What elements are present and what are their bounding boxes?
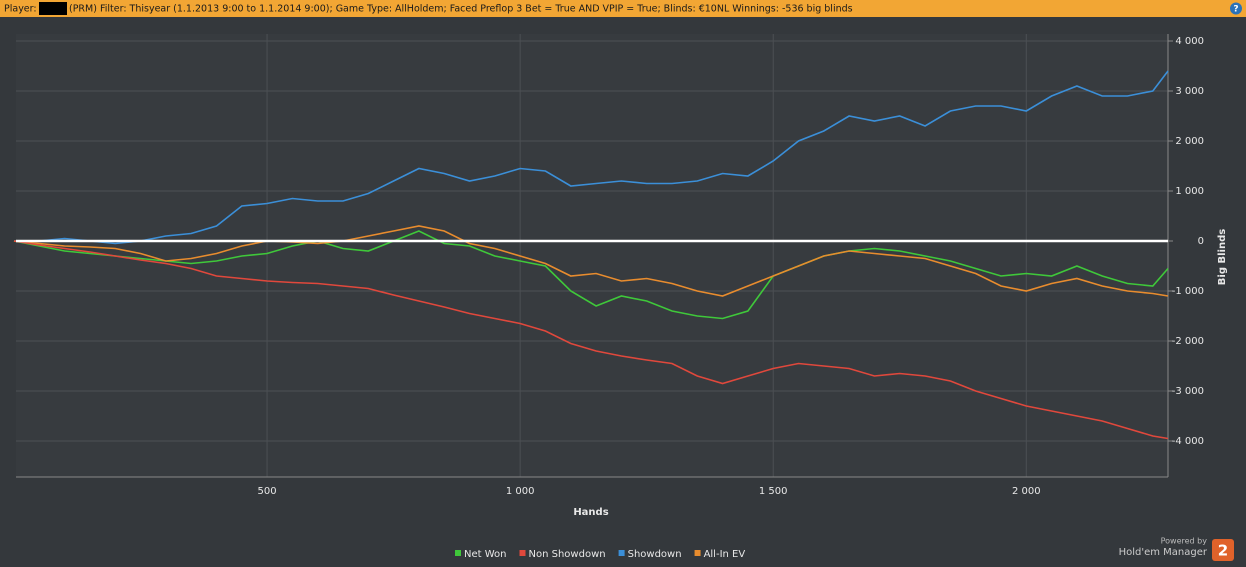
legend-swatch	[519, 550, 526, 556]
y-tick-label: 1 000	[1175, 186, 1204, 197]
legend-swatch	[694, 550, 701, 556]
legend-label: All-In EV	[704, 549, 746, 560]
y-tick-label: -2 000	[1172, 336, 1204, 347]
y-axis-label: Big Blinds	[1217, 229, 1228, 285]
x-axis-label: Hands	[573, 507, 608, 518]
header-bar	[0, 0, 1246, 17]
product-name: Hold'em Manager	[1119, 547, 1208, 558]
series-line	[13, 225, 1169, 297]
logo	[1212, 539, 1234, 561]
y-tick-label: 0	[1198, 236, 1204, 247]
legend-label: Showdown	[628, 549, 682, 560]
help-icon[interactable]	[1230, 2, 1242, 15]
powered-by: Powered by	[1161, 537, 1208, 546]
legend-label: Non Showdown	[529, 549, 606, 560]
y-tick-label: -4 000	[1172, 436, 1204, 447]
y-tick-label: 4 000	[1175, 36, 1204, 47]
legend-label: Net Won	[464, 549, 507, 560]
series-line	[13, 230, 1169, 320]
x-tick-label: 500	[258, 486, 277, 497]
series-line	[13, 240, 1169, 440]
plot-area	[16, 34, 1168, 477]
legend-swatch	[455, 550, 461, 556]
x-tick-label: 1 000	[506, 486, 535, 497]
y-tick-label: -3 000	[1172, 386, 1204, 397]
logo-text: 2	[1218, 542, 1228, 560]
help-text[interactable]: ?	[1233, 5, 1238, 15]
series-line	[14, 70, 1169, 245]
y-tick-label: 2 000	[1175, 136, 1204, 147]
player-label: Player:	[4, 4, 37, 15]
x-tick-label: 2 000	[1012, 486, 1041, 497]
filter-text: (PRM) Filter: Thisyear (1.1.2013 9:00 to…	[69, 4, 853, 15]
y-tick-label: 3 000	[1175, 86, 1204, 97]
x-tick-label: 1 500	[759, 486, 788, 497]
y-tick-label: -1 000	[1172, 286, 1204, 297]
redacted-name	[39, 2, 67, 15]
legend-swatch	[618, 550, 625, 556]
